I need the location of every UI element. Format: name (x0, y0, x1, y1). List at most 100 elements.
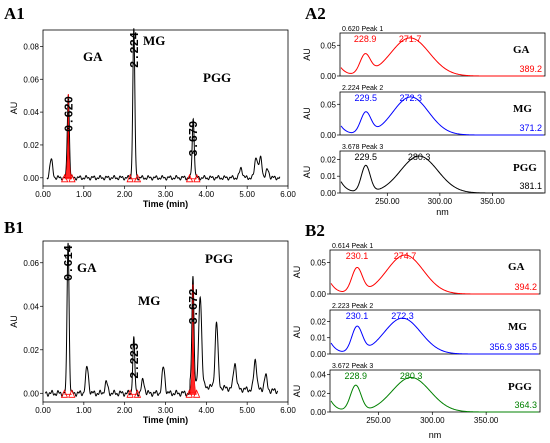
chart-a2-y-tick-label: 0.00 (320, 189, 336, 198)
chart-b1-x-tick-label: 2.00 (117, 406, 133, 415)
chart-a1-y-tick-label: 0.02 (23, 141, 39, 150)
chart-b1-compound-label: PGG (205, 251, 233, 266)
chart-a2-x-tick-label: 250.00 (375, 197, 400, 206)
chart-b2-lambda-side-label: 356.9 385.5 (489, 342, 537, 352)
chart-b1-y-tick-label: 0.02 (23, 346, 39, 355)
chart-a1-x-tick-label: 1.00 (76, 190, 92, 199)
chart-a2-compound-label: GA (513, 44, 530, 56)
chart-b2-y-tick-label: 0.00 (310, 350, 326, 359)
chart-b1-compound-label: MG (138, 293, 160, 308)
chart-b2-x-tick-label: 300.00 (420, 416, 445, 425)
chart-a2-spectrum-title: 2.224 Peak 2 (342, 85, 383, 92)
chart-b2-y-tick-label: 0.00 (310, 290, 326, 299)
chart-a2-spectrum-frame (339, 91, 546, 136)
chart-a2-spectrum-title: 0.620 Peak 1 (342, 26, 383, 33)
chart-b1-x-tick-label: 6.00 (280, 406, 296, 415)
chart-a2-y-tick-label: 0.02 (320, 155, 336, 164)
chart-a1-peak-marker (126, 173, 134, 183)
chart-b1-x-tick-label: 4.00 (199, 406, 215, 415)
chart-b2-y-axis-title: AU (292, 266, 302, 279)
chart-a2-y-tick-label: 0.00 (320, 131, 336, 140)
chart-b2-spectrum-frame (329, 369, 541, 413)
chart-a2-y-axis-title: AU (302, 48, 312, 61)
chart-a1-compound-label: MG (143, 33, 165, 48)
chart-a2-y-axis-title: AU (302, 166, 312, 179)
chart-a1-peak-marker (61, 173, 69, 183)
chart-a2-compound-label: PGG (513, 162, 537, 174)
chart-b2-y-tick-label: 0.01 (310, 334, 326, 343)
chart-a2-lambda-max-label: 280.3 (408, 152, 431, 162)
chart-a1-retention-time-label: 0.620 (62, 96, 76, 132)
chart-b2-y-tick-label: 0.02 (310, 317, 326, 326)
chart-b1-compound-label: GA (77, 260, 97, 275)
chart-a2-spectrum-trace (340, 96, 544, 136)
chart-b2-lambda-side-label: 394.2 (514, 282, 537, 292)
chart-a2-x-tick-label: 300.00 (428, 197, 453, 206)
chart-a2-lambda-max-label: 272.3 (399, 93, 422, 103)
chart-a1-x-tick-label: 5.00 (239, 190, 255, 199)
chart-b1-x-tick-label: 0.00 (35, 406, 51, 415)
chart-b2-spectrum-frame (329, 309, 541, 355)
chart-b2-spectrum-trace (330, 317, 539, 355)
spectra-b2: 0.614 Peak 1 0.00 0.05 AU 230.1 274.7 394.2 GA 2… (292, 243, 541, 440)
chart-a2-y-axis-title: AU (302, 107, 312, 120)
chart-b2-compound-label: MG (508, 321, 527, 333)
chart-a2-y-tick-label: 0.01 (320, 172, 336, 181)
chart-b1-peak-marker (193, 389, 201, 398)
chart-a1-peak-marker (68, 173, 76, 183)
chart-b2-compound-label: GA (508, 261, 525, 273)
spectra-a2: 0.620 Peak 1 0.00 0.05 AU 228.9 271.7 389.2 GA 2… (302, 26, 546, 217)
chart-b2-y-axis-title: AU (292, 326, 302, 339)
chart-a2-lambda-max-label: 271.7 (399, 34, 422, 44)
chart-b2-x-tick-label: 250.00 (366, 416, 391, 425)
panel-label-a2: A2 (305, 4, 326, 23)
chart-a2-spectrum-frame (339, 32, 546, 77)
chromatogram-b1: 0.00 1.00 2.00 3.00 4.00 5.00 6.00 0.00 0.02 0.04… (9, 240, 296, 425)
panel-label-b1: B1 (4, 218, 24, 237)
panel-label-b2: B2 (305, 221, 325, 240)
chart-a1-x-tick-label: 4.00 (199, 190, 215, 199)
chart-b2-lambda-side-label: 364.3 (514, 400, 537, 410)
chart-a1-y-tick-label: 0.06 (23, 75, 39, 84)
chart-b1-x-tick-label: 5.00 (239, 406, 255, 415)
chart-b1-peak-marker (126, 389, 134, 398)
chart-b2-spectrum-trace (330, 376, 539, 413)
chart-a1-x-axis-title: Time (min) (143, 199, 188, 209)
chart-a1-x-tick-label: 0.00 (35, 190, 51, 199)
chart-a2-lambda-side-label: 381.1 (519, 181, 542, 191)
chart-a1-peak-marker (193, 173, 201, 183)
chart-b2-x-tick-label: 350.00 (474, 416, 499, 425)
chart-b2-lambda-max-label: 272.3 (391, 311, 414, 321)
chart-b2-spectrum-title: 2.223 Peak 2 (332, 303, 373, 310)
chart-b2-x-axis-title: nm (429, 430, 442, 440)
chart-b1-y-tick-label: 0.06 (23, 259, 39, 268)
chart-a2-spectrum-trace (340, 37, 544, 77)
chart-a1-retention-time-label: 3.679 (187, 121, 201, 157)
chart-b2-spectrum-title: 0.614 Peak 1 (332, 243, 373, 250)
chart-a1-peak-marker (133, 173, 142, 183)
chart-a2-lambda-side-label: 371.2 (519, 123, 542, 133)
chart-a2-y-tick-label: 0.05 (320, 41, 336, 50)
chart-a2-lambda-max-label: 229.5 (354, 93, 377, 103)
chart-a1-y-tick-label: 0.04 (23, 108, 39, 117)
chart-b2-lambda-max-label: 274.7 (394, 251, 417, 261)
chart-b2-y-axis-title: AU (292, 385, 302, 398)
chart-b1-highlighted-peak (188, 284, 198, 394)
chart-b2-compound-label: PGG (508, 381, 532, 393)
chart-b1-y-tick-label: 0.04 (23, 302, 39, 311)
chart-a2-spectrum-frame (339, 150, 546, 194)
chart-b1-peak-marker (133, 389, 142, 398)
chart-a1-compound-label: PGG (203, 70, 231, 85)
chart-a1-compound-label: GA (83, 49, 103, 64)
chart-b1-y-tick-label: 0.00 (23, 389, 39, 398)
chart-b1-peak-marker (60, 389, 69, 398)
chart-a2-lambda-side-label: 389.2 (519, 64, 542, 74)
chart-a2-lambda-max-label: 228.9 (354, 34, 377, 44)
chart-a2-x-axis-title: nm (436, 207, 449, 217)
chart-a2-y-tick-label: 0.05 (320, 100, 336, 109)
panel-label-a1: A1 (4, 4, 25, 23)
chart-a1-x-tick-label: 6.00 (280, 190, 296, 199)
chart-a2-compound-label: MG (513, 103, 532, 115)
chart-a2-spectrum-trace (340, 155, 544, 194)
chart-a1-peak-marker (185, 173, 194, 183)
